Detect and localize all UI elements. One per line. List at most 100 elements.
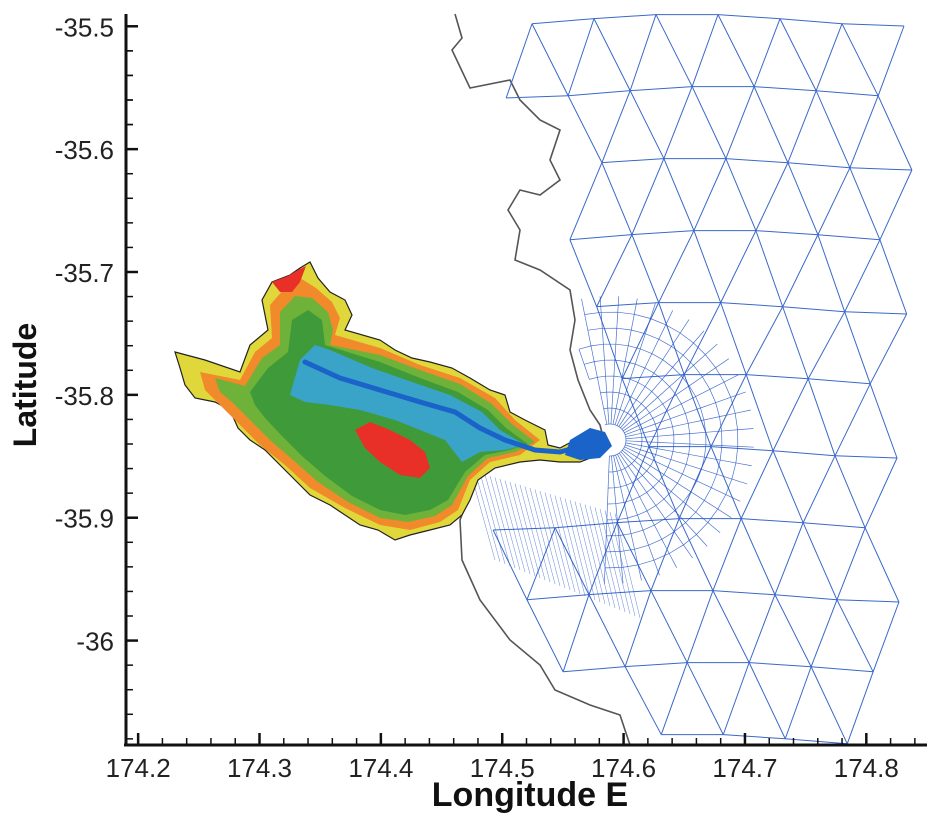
mesh-edge (567, 95, 603, 163)
mesh-edge (720, 302, 747, 375)
fine-mesh-edge (623, 421, 637, 432)
fine-mesh-edge (614, 487, 617, 504)
fine-mesh-ring (604, 423, 627, 457)
fine-mesh-edge (621, 418, 635, 430)
x-tick-label: 174.2 (106, 753, 171, 783)
fine-mesh-edge (641, 391, 653, 404)
fine-mesh-edge (623, 502, 628, 519)
fine-mesh-edge (534, 489, 561, 587)
fine-mesh-edge (652, 486, 665, 500)
fine-mesh-edge (650, 303, 656, 319)
mesh-edge (683, 374, 712, 447)
mesh-edge (686, 662, 724, 735)
fine-mesh-edge (624, 345, 629, 362)
fine-mesh-edge (658, 324, 667, 340)
fine-mesh-edge (601, 328, 604, 345)
mesh-edge (785, 738, 848, 745)
fine-mesh-edge (656, 426, 673, 431)
fine-mesh-edge (667, 466, 683, 475)
fine-mesh-edge (639, 496, 648, 512)
fine-mesh-edge (514, 483, 541, 579)
fine-mesh-edge (665, 310, 674, 325)
fine-mesh-edge (634, 348, 641, 365)
mesh-edge (879, 169, 913, 241)
fine-mesh-edge (564, 498, 591, 599)
fine-mesh-edge (636, 456, 651, 467)
x-axis-title: Longitude E (432, 776, 628, 813)
fine-mesh-edge (702, 367, 716, 378)
harbour-red-intertidal (355, 422, 430, 478)
mesh-edge (753, 86, 789, 163)
harbour-bathymetry (174, 261, 612, 541)
mesh-edge (787, 90, 817, 163)
fine-mesh-edge (663, 474, 678, 484)
mesh-edge (725, 158, 788, 164)
x-tick-label: 174.5 (470, 753, 535, 783)
fine-mesh-edge (603, 408, 608, 425)
fine-mesh-edge (637, 367, 646, 383)
fine-mesh-edge (624, 446, 640, 454)
fine-mesh-edge (596, 377, 601, 394)
fine-mesh-edge (612, 471, 615, 488)
mesh-edge (740, 518, 776, 595)
fine-mesh-edge (620, 415, 632, 429)
fine-mesh-edge (641, 445, 658, 449)
mesh-edge (864, 527, 900, 603)
fine-mesh-edge (661, 539, 670, 554)
fine-mesh-edge (569, 499, 596, 601)
fine-mesh-edge (579, 502, 606, 605)
fine-mesh-edge (696, 534, 708, 547)
fine-mesh-edge (721, 429, 738, 432)
fine-mesh-edge (584, 504, 611, 607)
fine-mesh-edge (617, 296, 620, 313)
fine-mesh-edge (618, 377, 623, 393)
mesh-edge (722, 662, 750, 735)
mesh-edge (849, 167, 912, 171)
mesh-edge (803, 522, 866, 529)
fine-mesh-edge (709, 381, 725, 390)
y-tick-label: -35.8 (55, 381, 114, 411)
fine-mesh-edge (668, 553, 677, 568)
fine-mesh-edge (614, 409, 621, 425)
mesh-edge (746, 374, 809, 380)
fine-mesh-edge (605, 519, 608, 536)
fine-mesh-edge (696, 480, 712, 489)
mesh-edge (810, 666, 848, 745)
fine-mesh-edge (682, 342, 694, 356)
mesh-edge (621, 302, 660, 379)
mesh-edge (841, 23, 879, 97)
mesh-edge (779, 18, 843, 25)
fine-mesh-edge (625, 437, 642, 440)
fine-mesh-edge (646, 470, 660, 482)
fine-mesh-edge (701, 468, 717, 475)
mesh-edge (631, 234, 660, 303)
fine-mesh-edge (630, 533, 635, 550)
fine-mesh-edge (704, 500, 718, 510)
fine-mesh-edge (633, 407, 647, 419)
fine-mesh-ring (584, 359, 691, 521)
fine-mesh-edge (574, 501, 601, 603)
fine-mesh-edge (519, 484, 546, 581)
mesh-edge (779, 18, 817, 91)
fine-mesh-edge (681, 365, 694, 377)
mesh-edge (782, 306, 809, 379)
mesh-edge (816, 90, 879, 97)
fine-mesh-edge (653, 460, 669, 468)
fine-mesh-edge (504, 480, 531, 575)
mesh-edge (802, 522, 838, 601)
axes (124, 14, 927, 747)
mesh-edge (691, 86, 727, 159)
fine-mesh-edge (627, 399, 637, 414)
mesh-edge (492, 529, 528, 600)
fine-mesh-edge (613, 455, 618, 472)
mesh-edge (593, 14, 657, 20)
fine-mesh-edge (613, 360, 616, 377)
fine-mesh-edge (651, 379, 663, 392)
fine-mesh-edge (584, 314, 589, 331)
fine-mesh-edge (637, 564, 642, 581)
fine-mesh-edge (673, 442, 690, 445)
mesh-edge (810, 599, 838, 667)
mesh-edge (650, 518, 680, 591)
fine-mesh-edge (689, 431, 706, 434)
mesh-edge (745, 306, 784, 375)
